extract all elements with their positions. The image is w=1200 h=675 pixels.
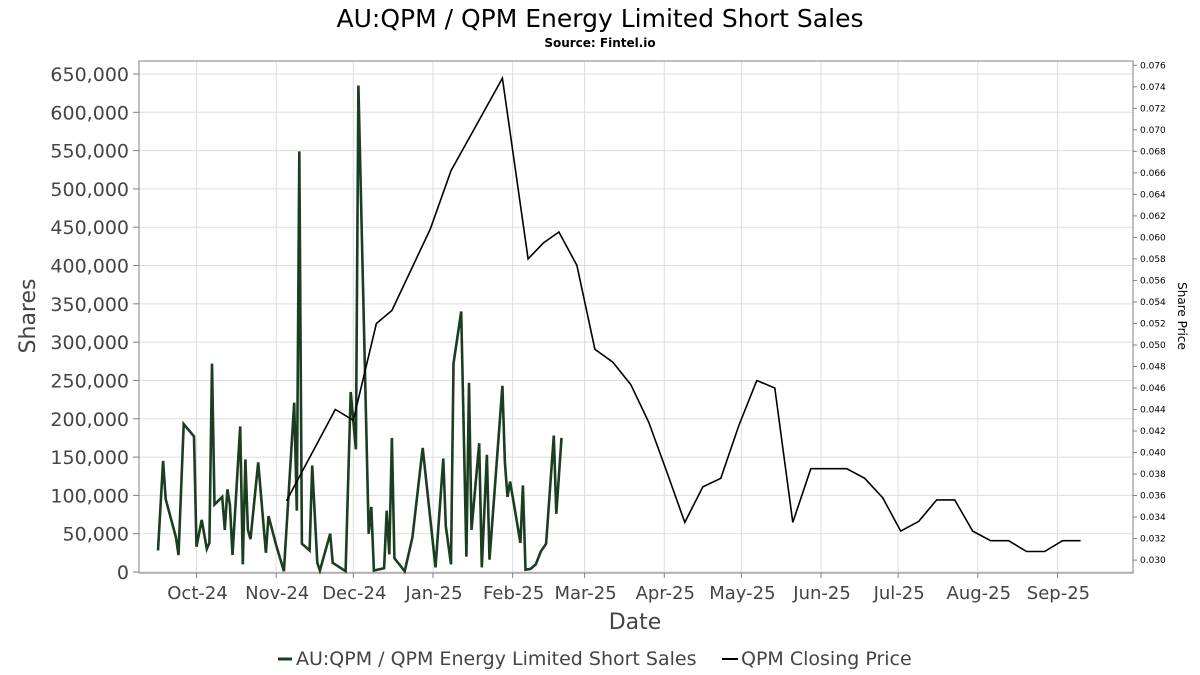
y-tick-label: 0 bbox=[117, 562, 129, 584]
grid bbox=[139, 61, 1133, 573]
x-axis-label: Date bbox=[609, 610, 662, 635]
y-right-tick-label: 0.038 bbox=[1140, 470, 1166, 480]
y-axis-right-label: Share Price bbox=[1175, 282, 1189, 350]
y-tick-label: 350,000 bbox=[50, 294, 129, 316]
y-tick-label: 650,000 bbox=[50, 64, 129, 86]
x-tick-label: Jun-25 bbox=[792, 583, 851, 604]
y-tick-label: 250,000 bbox=[50, 370, 129, 392]
x-tick-label: Jan-25 bbox=[404, 583, 462, 604]
y-right-tick-label: 0.060 bbox=[1140, 233, 1166, 243]
x-tick-label: Nov-24 bbox=[245, 583, 309, 604]
left-axis: 0 50,000 100,000 150,000 200,000 250,000 300,0… bbox=[50, 64, 139, 584]
x-axis: Oct-24 Nov-24 Dec-24 Jan-25 Feb-25 Mar-25 Apr-… bbox=[167, 573, 1090, 604]
short-sales-line bbox=[156, 85, 563, 575]
legend-label-closing-price: QPM Closing Price bbox=[741, 648, 912, 670]
y-tick-label: 150,000 bbox=[50, 447, 129, 469]
closing-price-line bbox=[285, 75, 1081, 553]
y-right-tick-label: 0.054 bbox=[1140, 298, 1166, 308]
y-tick-label: 300,000 bbox=[50, 332, 129, 354]
y-right-tick-label: 0.030 bbox=[1140, 556, 1166, 566]
y-right-tick-label: 0.064 bbox=[1140, 190, 1166, 200]
x-tick-label: May-25 bbox=[709, 583, 775, 604]
y-right-tick-label: 0.034 bbox=[1140, 513, 1166, 523]
right-axis: 0.030 0.032 0.034 0.036 0.038 0.040 0.042 0.044… bbox=[1133, 61, 1166, 566]
legend: AU:QPM / QPM Energy Limited Short Sales … bbox=[278, 648, 912, 670]
y-right-tick-label: 0.032 bbox=[1140, 535, 1166, 545]
x-tick-label: Sep-25 bbox=[1027, 583, 1090, 604]
y-tick-label: 200,000 bbox=[50, 409, 129, 431]
y-right-tick-label: 0.050 bbox=[1140, 341, 1166, 351]
y-tick-label: 450,000 bbox=[50, 217, 129, 239]
x-tick-label: Jul-25 bbox=[873, 583, 925, 604]
chart-title: AU:QPM / QPM Energy Limited Short Sales bbox=[337, 4, 864, 33]
x-tick-label: Oct-24 bbox=[167, 583, 228, 604]
y-right-tick-label: 0.058 bbox=[1140, 255, 1166, 265]
y-tick-label: 400,000 bbox=[50, 256, 129, 278]
chart-subtitle: Source: Fintel.io bbox=[544, 36, 655, 50]
y-right-tick-label: 0.066 bbox=[1140, 169, 1166, 179]
series-layer bbox=[156, 75, 1081, 575]
y-tick-label: 550,000 bbox=[50, 141, 129, 163]
y-right-tick-label: 0.068 bbox=[1140, 147, 1166, 157]
x-tick-label: Feb-25 bbox=[483, 583, 544, 604]
y-right-tick-label: 0.036 bbox=[1140, 492, 1166, 502]
y-right-tick-label: 0.056 bbox=[1140, 276, 1166, 286]
legend-label-short-sales: AU:QPM / QPM Energy Limited Short Sales bbox=[296, 648, 696, 670]
x-tick-label: Mar-25 bbox=[554, 583, 616, 604]
y-right-tick-label: 0.076 bbox=[1140, 61, 1166, 71]
x-tick-label: Aug-25 bbox=[947, 583, 1012, 604]
y-right-tick-label: 0.052 bbox=[1140, 319, 1166, 329]
plot-area bbox=[138, 60, 1134, 574]
y-right-tick-label: 0.042 bbox=[1140, 427, 1166, 437]
y-tick-label: 600,000 bbox=[50, 102, 129, 124]
x-tick-label: Dec-24 bbox=[322, 583, 386, 604]
y-right-tick-label: 0.044 bbox=[1140, 406, 1166, 416]
x-tick-label: Apr-25 bbox=[636, 583, 695, 604]
y-axis-label: Shares bbox=[16, 279, 41, 354]
y-right-tick-label: 0.062 bbox=[1140, 212, 1166, 222]
y-tick-label: 50,000 bbox=[63, 524, 129, 546]
y-right-tick-label: 0.046 bbox=[1140, 384, 1166, 394]
y-right-tick-label: 0.070 bbox=[1140, 126, 1166, 136]
y-tick-label: 500,000 bbox=[50, 179, 129, 201]
y-right-tick-label: 0.048 bbox=[1140, 362, 1166, 372]
y-right-tick-label: 0.074 bbox=[1140, 83, 1166, 93]
y-right-tick-label: 0.040 bbox=[1140, 449, 1166, 459]
y-tick-label: 100,000 bbox=[50, 485, 129, 507]
y-right-tick-label: 0.072 bbox=[1140, 104, 1166, 114]
